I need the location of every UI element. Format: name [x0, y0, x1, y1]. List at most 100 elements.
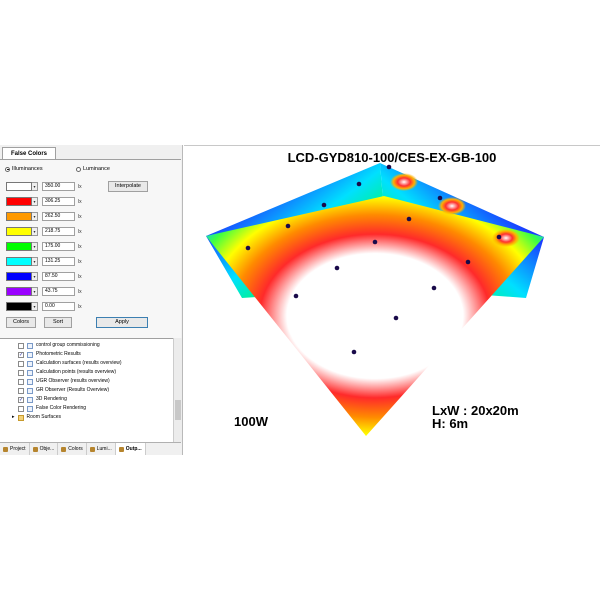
- radio-unselected-icon: [76, 166, 81, 172]
- checkbox[interactable]: [18, 360, 24, 367]
- color-swatch[interactable]: [6, 182, 32, 191]
- interpolate-button[interactable]: Interpolate: [108, 181, 148, 192]
- bottom-tab-label: Project: [10, 445, 26, 452]
- unit-label: lx: [78, 183, 82, 190]
- bottom-tab-label: Obje...: [39, 445, 55, 452]
- chevron-down-icon[interactable]: ▾: [32, 227, 38, 236]
- left-panel: False Colors Illuminances Luminance ▾ 350…: [0, 145, 183, 455]
- scrollbar-thumb[interactable]: [175, 400, 181, 420]
- threshold-input[interactable]: 87.50: [42, 272, 75, 281]
- illuminances-label: Illuminances: [12, 166, 43, 172]
- tree-folder-label: Room Surfaces: [26, 414, 61, 420]
- wall-hotspot: [492, 229, 520, 247]
- colors-button[interactable]: Colors: [6, 317, 36, 328]
- chevron-down-icon[interactable]: ▾: [32, 182, 38, 191]
- chevron-down-icon[interactable]: ▾: [32, 197, 38, 206]
- threshold-input[interactable]: 175.00: [42, 242, 75, 251]
- bottom-tab[interactable]: Colors: [58, 443, 87, 455]
- color-row: ▾ 306.25 lx: [6, 196, 82, 207]
- bottom-tab-bar: Project Obje... Colors Lumi... Outp...: [0, 442, 181, 455]
- radio-selected-icon: [5, 166, 10, 172]
- application-window: False Colors Illuminances Luminance ▾ 350…: [0, 145, 600, 456]
- checkbox[interactable]: [18, 342, 24, 349]
- color-swatch[interactable]: [6, 197, 32, 206]
- bottom-tab[interactable]: Project: [0, 443, 30, 455]
- checkbox[interactable]: [18, 405, 24, 412]
- tab-icon: [118, 446, 124, 452]
- color-row: ▾ 175.00 lx: [6, 241, 82, 252]
- tree-item[interactable]: GR Observer (Results Overview): [18, 386, 109, 395]
- threshold-input[interactable]: 43.75: [42, 287, 75, 296]
- threshold-input[interactable]: 131.25: [42, 257, 75, 266]
- tree-item[interactable]: UGR Observer (results overview): [18, 377, 110, 386]
- document-icon: [27, 378, 33, 385]
- luminance-radio[interactable]: Luminance: [76, 166, 110, 172]
- tree-folder[interactable]: ▸ Room Surfaces: [12, 413, 61, 422]
- folder-icon: [17, 414, 24, 421]
- dimensions-label: LxW : 20x20m: [432, 403, 519, 418]
- bottom-tab-label: Outp...: [125, 445, 142, 452]
- tree-item[interactable]: Calculation points (results overview): [18, 368, 116, 377]
- illuminances-radio[interactable]: Illuminances: [5, 166, 43, 172]
- tree-item-label: Calculation surfaces (results overview): [36, 360, 122, 366]
- unit-label: lx: [78, 288, 82, 295]
- tree-item-label: GR Observer (Results Overview): [36, 387, 110, 393]
- bottom-tab[interactable]: Lumi...: [87, 443, 116, 455]
- tree-item[interactable]: ✓ Photometric Results: [18, 350, 81, 359]
- wall-hotspot: [438, 197, 466, 215]
- threshold-input[interactable]: 350.00: [42, 182, 75, 191]
- color-row: ▾ 0.00 lx: [6, 301, 82, 312]
- threshold-input[interactable]: 262.50: [42, 212, 75, 221]
- tree-item-label: Calculation points (results overview): [36, 369, 117, 375]
- apply-button[interactable]: Apply: [96, 317, 148, 328]
- chevron-down-icon[interactable]: ▾: [32, 302, 38, 311]
- document-icon: [27, 369, 33, 376]
- tree-item-label: 3D Rendering: [36, 396, 67, 402]
- tree-item[interactable]: control group commissioning: [18, 341, 100, 350]
- color-swatch[interactable]: [6, 242, 32, 251]
- chevron-down-icon[interactable]: ▾: [32, 272, 38, 281]
- document-icon: [27, 342, 33, 349]
- output-tree: control group commissioning ✓ Photometric …: [0, 338, 181, 443]
- wattage-label: 100W: [234, 414, 268, 429]
- chevron-down-icon[interactable]: ▾: [32, 287, 38, 296]
- threshold-input[interactable]: 0.00: [42, 302, 75, 311]
- color-swatch[interactable]: [6, 302, 32, 311]
- color-swatch[interactable]: [6, 287, 32, 296]
- bottom-tab-label: Colors: [68, 445, 83, 452]
- luminaire-markers: [245, 164, 502, 355]
- bottom-tab[interactable]: Obje...: [30, 443, 59, 455]
- document-icon: [27, 351, 33, 358]
- unit-label: lx: [78, 213, 82, 220]
- threshold-input[interactable]: 306.25: [42, 197, 75, 206]
- checkbox[interactable]: [18, 378, 24, 385]
- unit-label: lx: [78, 303, 82, 310]
- checkbox[interactable]: ✓: [18, 396, 24, 403]
- tab-icon: [32, 446, 38, 452]
- threshold-input[interactable]: 218.75: [42, 227, 75, 236]
- expand-icon[interactable]: ▸: [12, 414, 15, 420]
- sort-button[interactable]: Sort: [44, 317, 72, 328]
- bottom-tab[interactable]: Outp...: [115, 443, 146, 455]
- document-icon: [27, 387, 33, 394]
- 3d-view[interactable]: LCD-GYD810-100/CES-EX-GB-100 100W LxW : …: [184, 145, 600, 456]
- chevron-down-icon[interactable]: ▾: [32, 212, 38, 221]
- checkbox[interactable]: [18, 387, 24, 394]
- color-swatch[interactable]: [6, 257, 32, 266]
- unit-label: lx: [78, 258, 82, 265]
- color-row: ▾ 131.25 lx: [6, 256, 82, 267]
- chevron-down-icon[interactable]: ▾: [32, 257, 38, 266]
- tree-item[interactable]: Calculation surfaces (results overview): [18, 359, 122, 368]
- checkbox[interactable]: ✓: [18, 351, 24, 358]
- tab-icon: [61, 446, 67, 452]
- false-colors-tab[interactable]: False Colors: [2, 147, 57, 160]
- tree-item[interactable]: ✓ 3D Rendering: [18, 395, 67, 404]
- luminaire-title: LCD-GYD810-100/CES-EX-GB-100: [287, 150, 497, 165]
- tree-item[interactable]: False Color Rendering: [18, 404, 86, 413]
- color-swatch[interactable]: [6, 227, 32, 236]
- chevron-down-icon[interactable]: ▾: [32, 242, 38, 251]
- tree-scrollbar[interactable]: [173, 338, 182, 442]
- color-swatch[interactable]: [6, 272, 32, 281]
- checkbox[interactable]: [18, 369, 24, 376]
- color-swatch[interactable]: [6, 212, 32, 221]
